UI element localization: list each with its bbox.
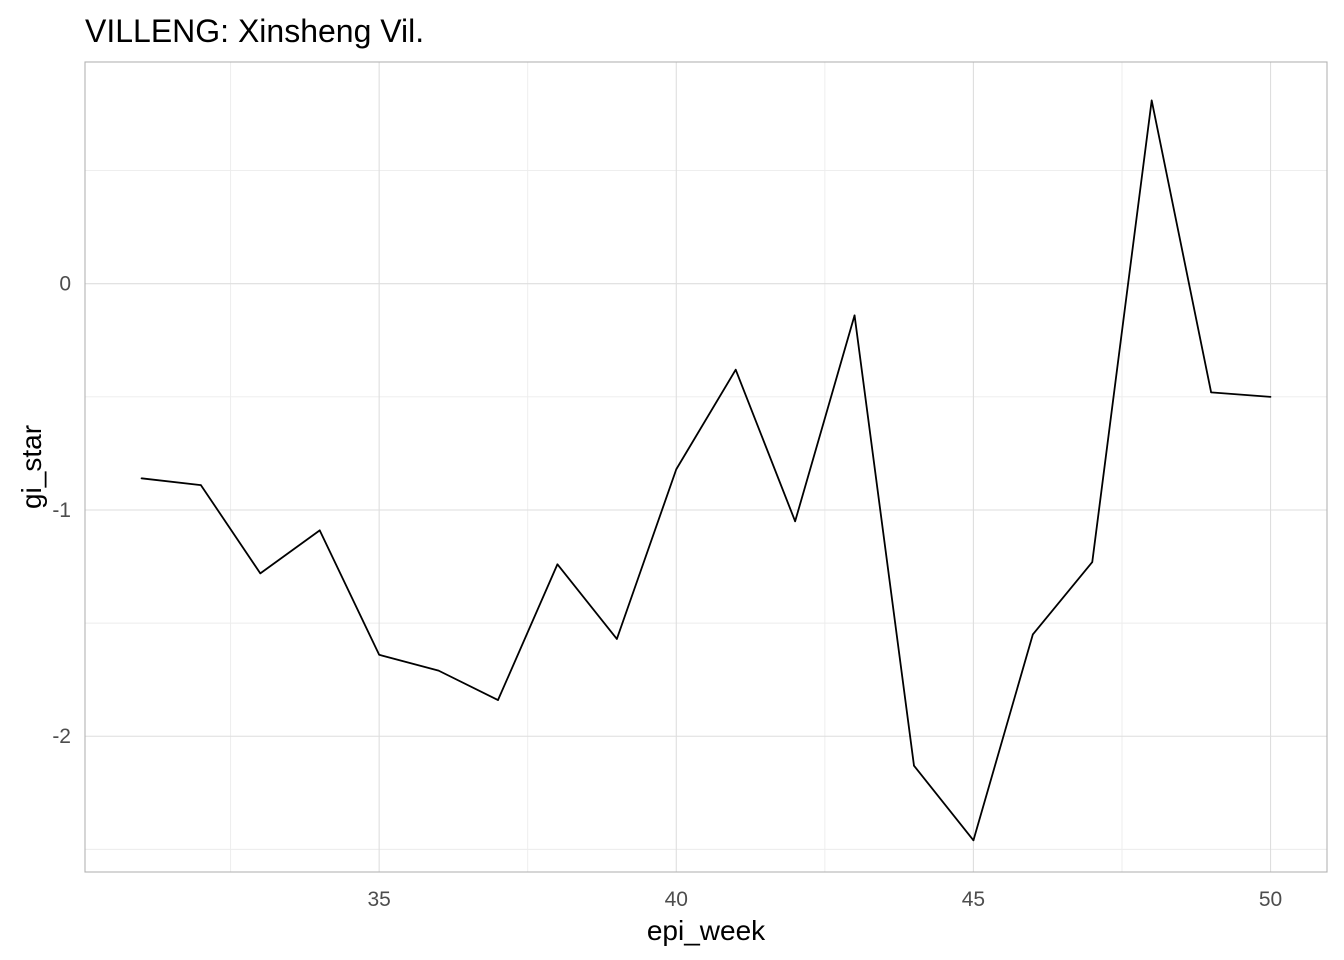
data-point: [497, 699, 499, 701]
data-point: [140, 477, 143, 480]
data-point: [556, 563, 559, 566]
y-axis-title: gi_star: [16, 425, 47, 509]
data-point: [675, 468, 678, 471]
data-point: [853, 314, 856, 317]
x-axis-title: epi_week: [647, 915, 766, 946]
data-point: [913, 764, 915, 767]
x-tick-label: 45: [962, 888, 985, 911]
data-point: [259, 572, 262, 575]
y-tick-label: -2: [52, 725, 71, 748]
data-point: [1150, 99, 1153, 102]
y-tick-label: -1: [52, 499, 71, 522]
data-point: [616, 638, 618, 640]
data-point: [437, 669, 440, 672]
data-point: [200, 484, 202, 486]
series-layer: [140, 99, 1272, 842]
x-tick-label: 35: [367, 888, 390, 911]
data-point: [1091, 561, 1094, 563]
series-line: [141, 99, 1271, 842]
panel-border: [84, 61, 1328, 873]
data-point: [1210, 391, 1212, 394]
data-point: [794, 520, 796, 523]
x-tick-label: 40: [665, 888, 688, 911]
data-point: [972, 839, 975, 842]
grid-lines: [85, 62, 1327, 872]
y-tick-label: 0: [59, 273, 71, 296]
data-point: [378, 653, 380, 656]
x-tick-label: 50: [1259, 888, 1282, 911]
tick-labels: 35 40 45 50 0 -1 -2: [52, 273, 1282, 911]
data-point: [1269, 396, 1272, 398]
data-point: [734, 368, 737, 371]
chart-title: VILLENG: Xinsheng Vil.: [85, 13, 424, 49]
data-point: [318, 529, 321, 532]
data-point: [1032, 633, 1034, 636]
